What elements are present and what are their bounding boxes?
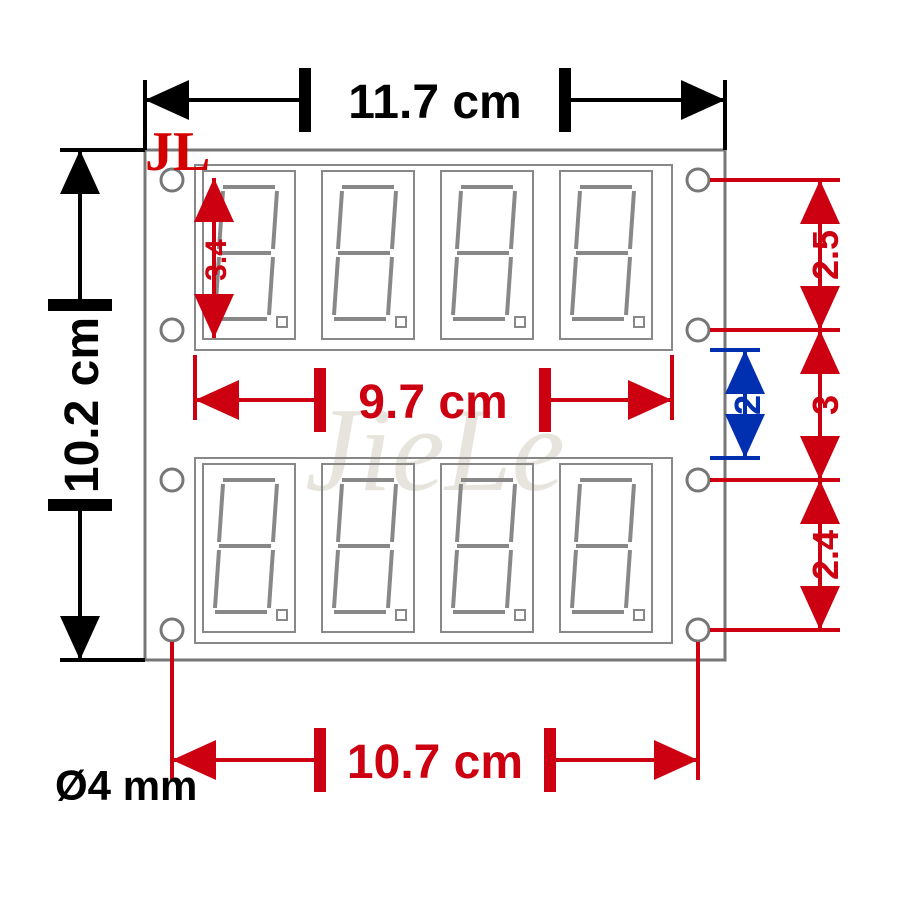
dim-right-bot-label: 2.4 [805,530,846,580]
dim-inner-width: 9.7 cm [195,355,672,429]
dim-digit-height-label: 3.4 [200,239,233,281]
digit-row-top [195,165,672,350]
dim-height-left-label: 10.2 cm [56,317,109,493]
dim-hole-dia-label: Ø4 mm [55,762,197,809]
dim-right-top-label: 2.5 [805,230,846,280]
dim-width-top-label: 11.7 cm [348,76,521,129]
dim-height-left: 10.2 cm [56,150,145,660]
dim-gap-blue: 2 [710,350,768,458]
dim-width-top: 11.7 cm [145,76,725,150]
dim-gap-blue-label: 2 [727,395,768,415]
logo-text: JL [145,121,210,183]
dim-hole-pitch: 10.7 cm [172,642,698,789]
dim-hole-pitch-label: 10.7 cm [347,736,523,789]
dim-right-mid-label: 3 [805,395,846,415]
dim-inner-width-label: 9.7 cm [358,376,507,429]
